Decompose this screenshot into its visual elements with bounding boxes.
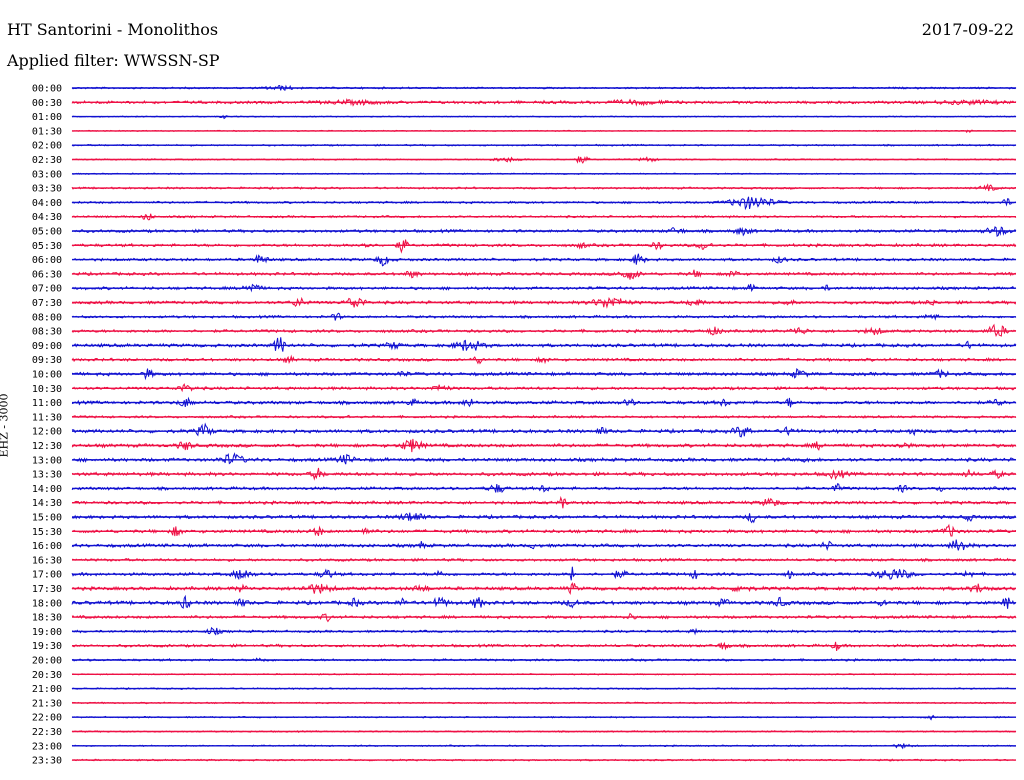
time-label: 22:00 <box>32 713 62 724</box>
time-label: 08:00 <box>32 312 62 323</box>
seismic-trace-row <box>71 422 1017 438</box>
time-label: 18:00 <box>32 598 62 609</box>
time-label: 13:30 <box>32 470 62 481</box>
time-label: 07:00 <box>32 284 62 295</box>
seismic-trace-row <box>71 452 1017 465</box>
time-label: 04:30 <box>32 212 62 223</box>
time-label: 17:00 <box>32 570 62 581</box>
seismic-trace-row <box>71 269 1017 280</box>
date-label: 2017-09-22 <box>921 20 1014 39</box>
time-label: 17:30 <box>32 584 62 595</box>
time-label: 20:30 <box>32 670 62 681</box>
time-label: 08:30 <box>32 327 62 338</box>
seismic-trace-row <box>71 337 1017 352</box>
time-label: 12:00 <box>32 427 62 438</box>
time-label: 19:30 <box>32 641 62 652</box>
time-label: 23:00 <box>32 741 62 752</box>
time-label: 21:00 <box>32 684 62 695</box>
time-label: 01:00 <box>32 112 62 123</box>
time-label: 05:30 <box>32 241 62 252</box>
time-label: 20:00 <box>32 656 62 667</box>
time-label: 22:30 <box>32 727 62 738</box>
time-label: 16:30 <box>32 555 62 566</box>
time-label: 15:00 <box>32 513 62 524</box>
time-label: 02:00 <box>32 141 62 152</box>
time-label: 19:00 <box>32 627 62 638</box>
time-label: 07:30 <box>32 298 62 309</box>
seismic-trace-row <box>71 641 1017 652</box>
time-label: 00:30 <box>32 98 62 109</box>
time-label: 15:30 <box>32 527 62 538</box>
time-label: 06:00 <box>32 255 62 266</box>
time-label: 04:00 <box>32 198 62 209</box>
seismic-traces <box>71 84 1017 762</box>
time-label: 10:30 <box>32 384 62 395</box>
filter-label: Applied filter: WWSSN-SP <box>7 51 220 70</box>
time-label: 03:00 <box>32 169 62 180</box>
station-title: HT Santorini - Monolithos <box>7 20 219 39</box>
time-label: 12:30 <box>32 441 62 452</box>
time-label: 11:30 <box>32 412 62 423</box>
seismic-trace-row <box>71 383 1017 393</box>
time-label: 03:30 <box>32 184 62 195</box>
time-label: 18:30 <box>32 613 62 624</box>
time-label: 02:30 <box>32 155 62 166</box>
time-label: 01:30 <box>32 126 62 137</box>
time-label: 13:00 <box>32 455 62 466</box>
seismic-trace-row <box>71 283 1017 293</box>
seismic-trace-row <box>71 523 1017 537</box>
time-label: 10:00 <box>32 370 62 381</box>
time-labels: 00:00 00:30 01:00 01:30 02:00 02:30 03:00 03:30… <box>32 84 62 767</box>
time-label: 14:30 <box>32 498 62 509</box>
time-label: 11:00 <box>32 398 62 409</box>
time-label: 06:30 <box>32 269 62 280</box>
time-label: 00:00 <box>32 84 62 95</box>
time-label: 14:00 <box>32 484 62 495</box>
time-label: 23:30 <box>32 756 62 767</box>
time-label: 09:30 <box>32 355 62 366</box>
time-label: 21:30 <box>32 698 62 709</box>
time-label: 16:00 <box>32 541 62 552</box>
time-label: 09:00 <box>32 341 62 352</box>
time-label: 05:00 <box>32 227 62 238</box>
